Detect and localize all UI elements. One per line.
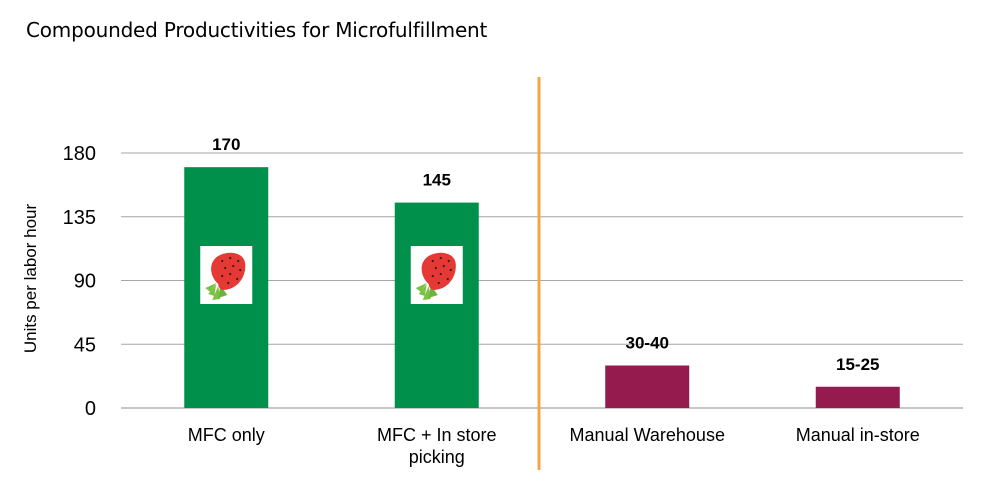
y-tick-label: 90 [74,271,96,293]
category-label: Manual in-store [796,425,920,445]
y-tick-label: 0 [85,398,96,420]
chart-title: Compounded Productivities for Microfulfi… [26,18,488,42]
strawberry-icon [200,246,253,304]
data-label: 145 [423,171,451,190]
data-label: 170 [212,135,240,154]
y-tick-label: 45 [74,334,96,356]
data-label: 15-25 [836,355,879,374]
y-axis-label: Units per labor hour [21,204,40,354]
bar [815,386,900,408]
y-tick-label: 180 [63,143,96,165]
bar [394,202,479,408]
category-label: MFC + In store picking [377,425,497,467]
category-label: Manual Warehouse [570,425,725,445]
y-tick-label: 135 [63,207,96,229]
bar [605,365,690,408]
strawberry-icon [410,246,463,304]
data-label: 30-40 [626,334,669,353]
category-label: MFC only [188,425,265,445]
